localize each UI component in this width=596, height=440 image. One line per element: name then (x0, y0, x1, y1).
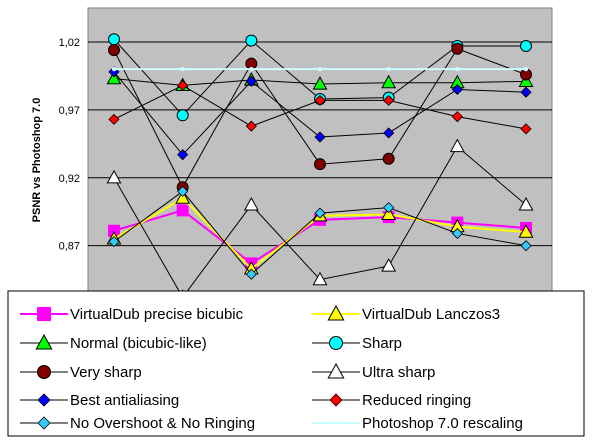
data-point (177, 149, 189, 161)
data-point (381, 206, 397, 221)
legend-label: Ultra sharp (362, 364, 435, 381)
legend: VirtualDub precise bicubic VirtualDub Lan… (7, 290, 585, 437)
data-point (245, 75, 257, 87)
data-point (451, 111, 463, 123)
data-point (245, 120, 257, 132)
y-tick-label: 0,92 (59, 173, 80, 185)
data-point (455, 67, 460, 72)
legend-swatch-marker (37, 365, 51, 379)
data-point (249, 67, 254, 72)
legend-label: Best antialiasing (70, 392, 179, 409)
data-point (108, 33, 120, 46)
data-point (520, 40, 532, 53)
data-point (314, 94, 326, 106)
legend-item-no-overshoot-no-ringing: No Overshoot & No Ringing (20, 415, 255, 432)
series-photoshop-7-0-rescaling (111, 67, 529, 72)
legend-item-ultra-sharp: Ultra sharp (312, 362, 435, 381)
data-point (317, 67, 323, 72)
legend-swatch-marker (35, 333, 53, 350)
legend-box (7, 290, 585, 437)
data-point (523, 67, 529, 72)
legend-item-virtualdub-lanczos3: VirtualDub Lanczos3 (312, 304, 500, 323)
legend-label: No Overshoot & No Ringing (70, 415, 255, 432)
legend-item-normal-bicubic-like: Normal (bicubic-like) (20, 333, 207, 352)
data-point (386, 67, 391, 72)
y-tick-label: 1,02 (59, 37, 80, 49)
data-point (518, 196, 534, 211)
series-layer (106, 33, 534, 300)
legend-item-reduced-ringing: Reduced ringing (312, 392, 471, 409)
legend-label: Reduced ringing (362, 392, 471, 409)
series-no-overshoot-no-ringing (108, 185, 532, 280)
legend-swatch-marker (37, 393, 51, 407)
y-tick-label: 0,97 (59, 105, 80, 117)
data-point (383, 202, 395, 214)
data-point (180, 67, 185, 72)
data-point (312, 76, 328, 90)
legend-item-virtualdub-precise-bicubic: VirtualDub precise bicubic (20, 306, 244, 323)
legend-item-very-sharp: Very sharp (20, 364, 142, 381)
legend-swatch-marker (327, 362, 345, 379)
legend-item-sharp: Sharp (312, 335, 402, 352)
data-point (381, 74, 397, 89)
data-point (381, 258, 397, 272)
data-point (451, 42, 464, 55)
data-point (383, 127, 395, 139)
legend-label: VirtualDub Lanczos3 (362, 306, 500, 323)
legend-swatch-marker (333, 420, 339, 426)
data-point (176, 204, 189, 217)
series-reduced-ringing (108, 79, 532, 135)
data-point (383, 94, 395, 106)
data-point (312, 271, 328, 286)
data-point (314, 158, 326, 171)
data-point (106, 70, 122, 85)
legend-swatch-marker (329, 336, 343, 350)
gridlines (88, 41, 552, 247)
data-point (518, 224, 534, 238)
legend-label: Very sharp (70, 364, 142, 381)
data-point (451, 83, 463, 96)
data-point (177, 185, 189, 197)
legend-swatch-marker (37, 307, 51, 321)
y-axis-label: PSNR vs Photoshop 7.0 (31, 98, 43, 223)
legend-swatch-marker (329, 393, 343, 407)
data-point (108, 236, 120, 248)
data-point (382, 152, 395, 165)
data-point (176, 109, 189, 122)
data-point (243, 196, 259, 211)
data-point (449, 138, 465, 153)
legend-item-best-antialiasing: Best antialiasing (20, 392, 179, 409)
series-virtualdub-lanczos3 (106, 190, 534, 275)
legend-swatch-marker (37, 416, 51, 430)
data-point (177, 79, 189, 91)
data-point (520, 123, 532, 135)
data-point (106, 169, 122, 184)
data-point (108, 113, 120, 125)
data-point (111, 67, 117, 72)
legend-label: Normal (bicubic-like) (70, 335, 207, 352)
data-point (245, 34, 258, 47)
legend-swatch-marker (327, 304, 345, 321)
data-point (520, 240, 532, 252)
series-best-antialiasing (108, 66, 532, 161)
data-point (175, 190, 191, 204)
data-point (108, 44, 120, 57)
legend-label: Sharp (362, 335, 402, 352)
data-point (245, 268, 257, 280)
legend-label: Photoshop 7.0 rescaling (362, 415, 523, 432)
plot-area (87, 7, 553, 301)
y-tick-label: 0,87 (59, 241, 80, 253)
data-point (314, 207, 326, 219)
data-point (451, 227, 463, 240)
data-point (314, 131, 326, 143)
legend-item-photoshop-7-0-rescaling: Photoshop 7.0 rescaling (312, 415, 523, 432)
data-point (520, 86, 532, 98)
y-tick-labels: 0,87 0,92 0,97 1,02 (59, 37, 80, 253)
legend-label: VirtualDub precise bicubic (70, 306, 244, 323)
